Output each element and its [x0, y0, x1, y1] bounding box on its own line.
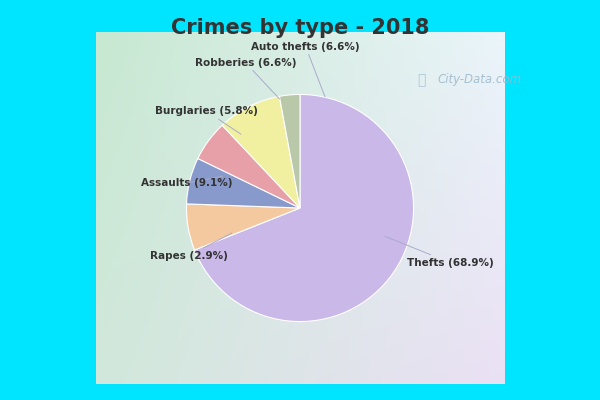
Wedge shape: [280, 94, 300, 208]
Text: City-Data.com: City-Data.com: [438, 74, 522, 86]
Text: Rapes (2.9%): Rapes (2.9%): [150, 233, 232, 261]
Text: Robberies (6.6%): Robberies (6.6%): [195, 58, 296, 99]
Text: Crimes by type - 2018: Crimes by type - 2018: [171, 18, 429, 38]
Wedge shape: [198, 125, 300, 208]
Text: Thefts (68.9%): Thefts (68.9%): [385, 236, 493, 268]
Text: Assaults (9.1%): Assaults (9.1%): [141, 176, 232, 188]
Wedge shape: [187, 158, 300, 208]
Text: Burglaries (5.8%): Burglaries (5.8%): [155, 106, 259, 134]
Text: ⓘ: ⓘ: [417, 73, 425, 87]
Text: Auto thefts (6.6%): Auto thefts (6.6%): [251, 42, 360, 97]
Wedge shape: [222, 96, 300, 208]
Wedge shape: [187, 204, 300, 250]
Wedge shape: [194, 94, 413, 322]
